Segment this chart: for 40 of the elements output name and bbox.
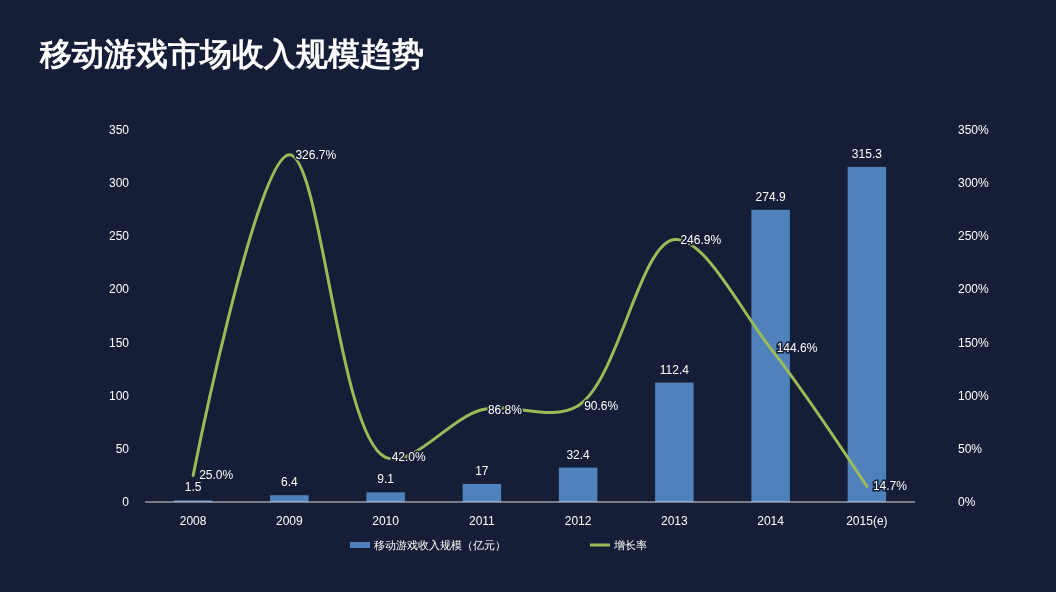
y-tick-label: 50 [115, 441, 130, 456]
data-label: 17 [475, 463, 489, 478]
data-label: 9.1 [377, 472, 395, 487]
y-tick-label: 0 [122, 495, 130, 509]
data-label: 315.3 [851, 146, 883, 161]
legend-label: 增长率 [613, 539, 647, 551]
y2-tick-label: 250% [958, 229, 990, 244]
y2-tick-label: 300% [958, 176, 990, 191]
x-tick-label: 2015(e) [846, 514, 888, 528]
y-tick-label: 250 [108, 229, 130, 244]
x-tick-label: 2013 [661, 514, 689, 528]
data-label: 274.9 [755, 189, 786, 204]
data-label: 90.6% [584, 398, 619, 413]
data-label: 246.9% [680, 232, 722, 247]
data-label: 1.5 [184, 480, 202, 495]
data-label: 112.4 [659, 362, 690, 377]
x-tick-label: 2009 [276, 514, 304, 528]
x-tick-label: 2012 [564, 514, 592, 528]
y-tick-label: 100 [108, 388, 130, 403]
y-tick-label: 350 [108, 123, 130, 137]
y2-tick-label: 0% [958, 495, 976, 509]
y-tick-label: 150 [108, 335, 130, 350]
y2-tick-label: 50% [958, 441, 983, 456]
x-tick-label: 2010 [372, 514, 400, 528]
y2-tick-label: 350% [958, 123, 990, 137]
y2-tick-label: 150% [958, 335, 990, 350]
y-tick-label: 200 [108, 282, 130, 297]
chart-title: 移动游戏市场收入规模趋势 [39, 36, 424, 72]
y2-tick-label: 100% [958, 388, 990, 403]
data-label: 32.4 [566, 447, 591, 462]
y2-tick-label: 200% [958, 282, 990, 297]
y-tick-label: 300 [108, 176, 130, 191]
data-label: 326.7% [295, 147, 337, 162]
x-tick-label: 2014 [757, 514, 785, 528]
data-label: 6.4 [281, 475, 299, 490]
x-tick-label: 2008 [179, 514, 207, 528]
legend-label: 移动游戏收入规模（亿元） [374, 539, 506, 551]
x-tick-label: 2011 [468, 514, 496, 528]
data-label: 86.8% [487, 402, 523, 417]
data-label: 25.0% [199, 468, 234, 483]
